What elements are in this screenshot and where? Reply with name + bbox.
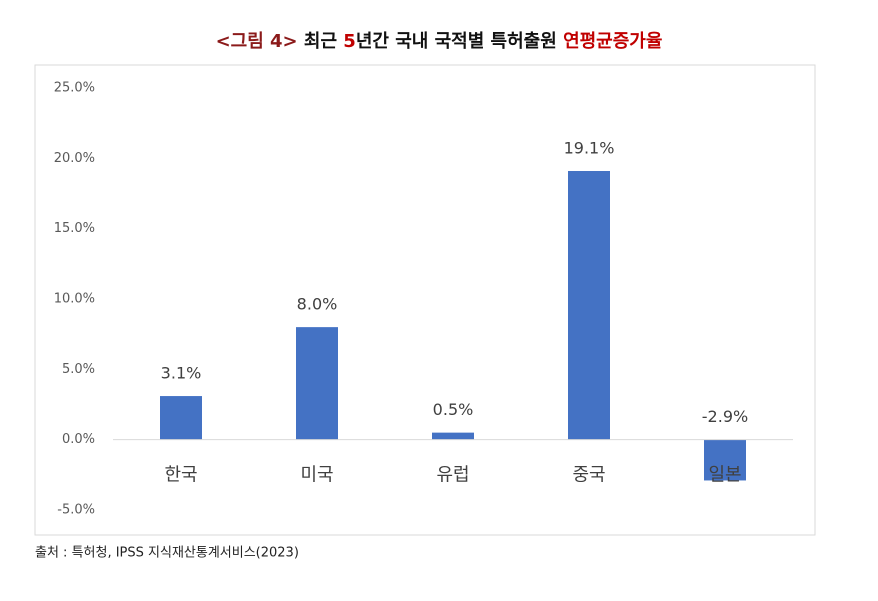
x-tick-label: 일본	[708, 465, 741, 486]
bar	[704, 439, 746, 481]
y-tick-label: -5.0%	[57, 503, 95, 518]
x-tick-label: 중국	[572, 465, 605, 486]
x-tick-label: 미국	[300, 465, 333, 486]
value-label: 19.1%	[564, 138, 615, 157]
x-tick-label: 한국	[164, 465, 197, 486]
title-part: 연평균증가율	[563, 31, 662, 52]
title-part: 5	[343, 31, 356, 52]
title-part: 년간 국내 국적별 특허출원	[356, 31, 563, 52]
chart-title: <그림 4> 최근 5년간 국내 국적별 특허출원 연평균증가율	[216, 31, 663, 52]
value-label: 3.1%	[161, 364, 202, 383]
y-tick-label: 0.0%	[62, 432, 95, 447]
x-tick-label: 유럽	[436, 465, 469, 486]
y-tick-label: 10.0%	[54, 292, 95, 307]
y-tick-label: 25.0%	[54, 81, 95, 96]
y-tick-label: 20.0%	[54, 151, 95, 166]
bar	[296, 327, 338, 440]
value-label: 8.0%	[297, 295, 338, 314]
y-tick-label: 5.0%	[62, 362, 95, 377]
title-part: 최근	[298, 31, 344, 52]
chart-frame	[34, 64, 816, 536]
source-note: 출처 : 특허청, IPSS 지식재산통계서비스(2023)	[35, 546, 299, 561]
bar	[432, 432, 474, 440]
value-label: 0.5%	[433, 400, 474, 419]
y-tick-label: 15.0%	[54, 221, 95, 236]
value-label: -2.9%	[702, 407, 748, 426]
title-part: <그림 4>	[216, 31, 298, 52]
bar	[568, 170, 610, 440]
bar	[160, 396, 202, 440]
